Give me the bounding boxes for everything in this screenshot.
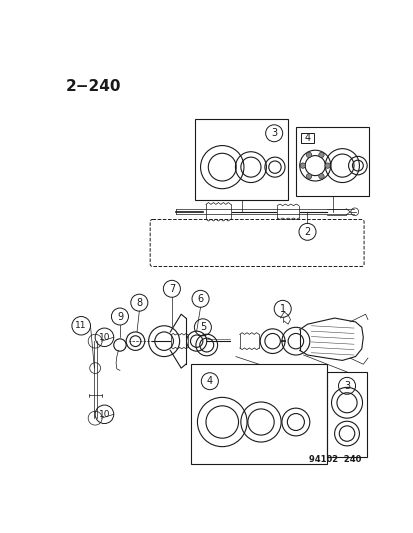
- Bar: [301, 133, 313, 142]
- Circle shape: [306, 152, 311, 158]
- Text: 4: 4: [206, 376, 212, 386]
- Text: 11: 11: [75, 321, 87, 330]
- Text: 3: 3: [271, 128, 277, 138]
- Text: 94102  240: 94102 240: [309, 455, 361, 464]
- Text: 5: 5: [199, 322, 206, 332]
- Text: 7: 7: [169, 284, 175, 294]
- Text: 2−240: 2−240: [66, 79, 121, 94]
- Circle shape: [306, 174, 311, 179]
- Text: 10: 10: [98, 410, 110, 419]
- Text: 10: 10: [98, 333, 110, 342]
- Text: 4: 4: [304, 133, 310, 143]
- Bar: [326, 372, 366, 457]
- Circle shape: [299, 163, 305, 168]
- Text: 9: 9: [116, 311, 123, 321]
- Text: 8: 8: [136, 297, 142, 308]
- Bar: [195, 119, 287, 200]
- Circle shape: [324, 163, 330, 168]
- Text: 6: 6: [197, 294, 203, 304]
- Text: 2: 2: [304, 227, 310, 237]
- Circle shape: [318, 174, 323, 179]
- Bar: [191, 364, 326, 464]
- Circle shape: [318, 152, 323, 158]
- Bar: [295, 127, 369, 196]
- Text: 1: 1: [279, 304, 285, 314]
- Text: 3: 3: [343, 381, 349, 391]
